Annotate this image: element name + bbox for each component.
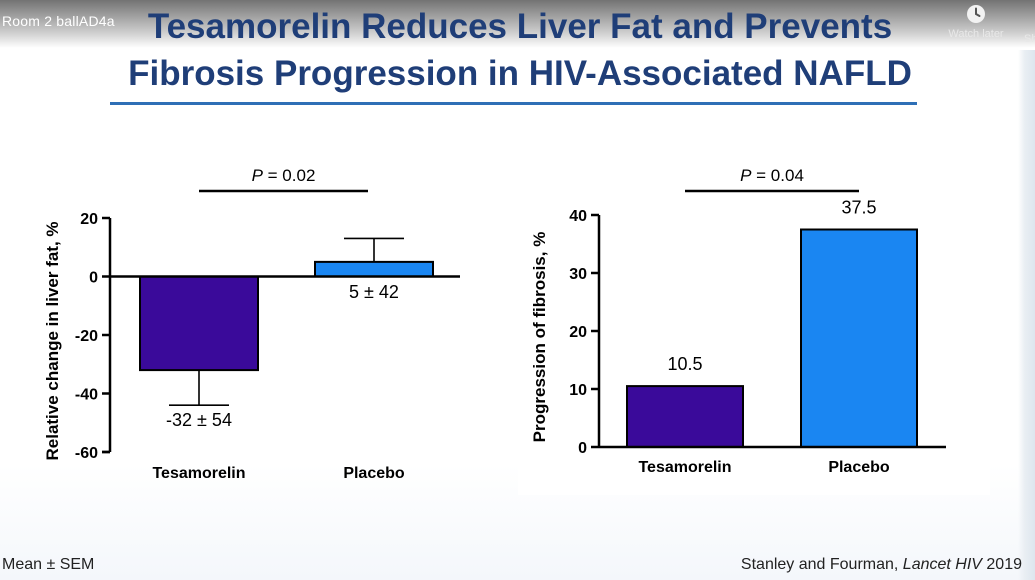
y-tick-label-1-4: 40: [569, 208, 587, 225]
slide-title-line-2: Fibrosis Progression in HIV-Associated N…: [128, 54, 912, 93]
share-button-partial[interactable]: Sh: [1024, 33, 1035, 45]
citation: Stanley and Fourman, Lancet HIV 2019: [741, 556, 1022, 574]
title-divider: [110, 102, 917, 105]
watch-later-button[interactable]: Watch later: [940, 2, 1012, 48]
slide-title-line-1: Tesamorelin Reduces Liver Fat and Preven…: [147, 7, 893, 46]
bar-1-tesamorelin: [626, 385, 744, 449]
y-tick-label-1-1: 10: [569, 382, 587, 399]
category-label-0-0: Tesamorelin: [152, 465, 245, 482]
y-tick-label-1-0: 0: [578, 440, 587, 457]
y-tick-label-0-0: 20: [80, 211, 98, 228]
citation-year: 2019: [981, 556, 1022, 573]
slide-title: Tesamorelin Reduces Liver Fat and Preven…: [60, 3, 980, 97]
data-label-1-0: 10.5: [667, 354, 702, 374]
watch-later-label: Watch later: [948, 28, 1004, 40]
y-tick-label-1-2: 20: [569, 324, 587, 341]
video-title[interactable]: Room 2 ballAD4a: [2, 13, 115, 29]
p-value-label-0: P = 0.02: [252, 166, 316, 185]
data-label-0-1: 5 ± 42: [349, 282, 399, 302]
footer-note: Mean ± SEM: [2, 556, 95, 573]
y-axis-label-1: Progression of fibrosis, %: [530, 232, 549, 443]
video-top-bar: [0, 0, 1035, 48]
y-tick-label-1-3: 30: [569, 266, 587, 283]
category-label-1-0: Tesamorelin: [638, 459, 731, 476]
bar-1-placebo: [800, 228, 918, 448]
y-tick-label-0-1: 0: [89, 270, 98, 287]
citation-journal: Lancet HIV: [902, 556, 982, 573]
bar-0-tesamorelin: [139, 275, 259, 372]
y-axis-label-0: Relative change in liver fat, %: [43, 221, 62, 460]
data-label-1-1: 37.5: [841, 198, 876, 218]
p-value-label-1: P = 0.04: [740, 166, 804, 185]
clock-icon: [967, 5, 985, 23]
side-panel-edge: [1018, 50, 1035, 580]
y-tick-label-0-4: -60: [75, 445, 98, 462]
category-label-1-1: Placebo: [828, 459, 890, 476]
y-tick-label-0-3: -40: [75, 387, 98, 404]
bar-0-placebo: [314, 260, 434, 278]
y-tick-label-0-2: -20: [75, 328, 98, 345]
citation-authors: Stanley and Fourman,: [740, 556, 903, 573]
data-label-0-0: -32 ± 54: [166, 410, 232, 430]
category-label-0-1: Placebo: [343, 465, 405, 482]
